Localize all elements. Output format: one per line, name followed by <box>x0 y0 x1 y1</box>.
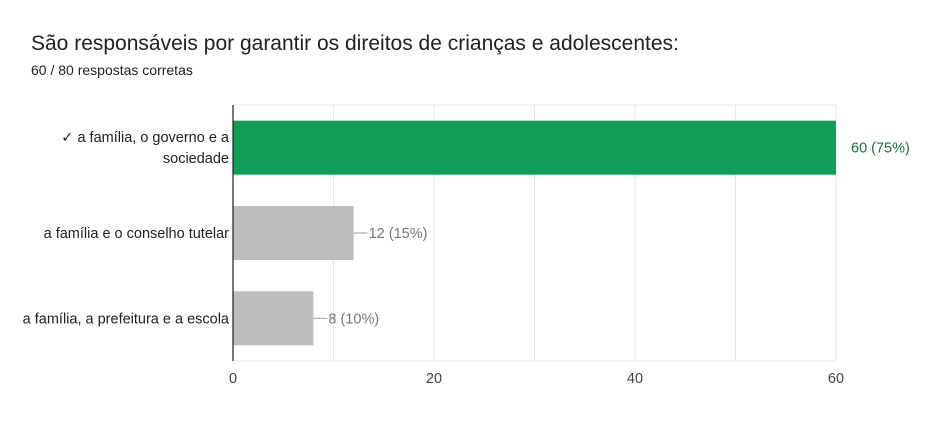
x-tick-label: 40 <box>627 371 643 387</box>
question-title: São responsáveis por garantir os direito… <box>31 32 679 55</box>
category-label: ✓ a família, o governo e a sociedade <box>61 130 230 167</box>
correct-count: 60 / 80 respostas corretas <box>31 62 193 78</box>
bar <box>233 291 314 346</box>
bar <box>233 206 354 260</box>
x-tick-label: 20 <box>426 371 442 387</box>
category-label: a família e o conselho tutelar <box>44 226 230 242</box>
data-label: 12 (15%) <box>369 226 428 242</box>
data-label: 60 (75%) <box>851 141 910 157</box>
category-label: a família, a prefeitura e a escola <box>23 311 230 327</box>
x-tick-label: 60 <box>828 371 844 387</box>
x-tick-label: 0 <box>229 371 237 387</box>
bar <box>233 120 836 175</box>
data-label: 8 (10%) <box>328 311 379 327</box>
